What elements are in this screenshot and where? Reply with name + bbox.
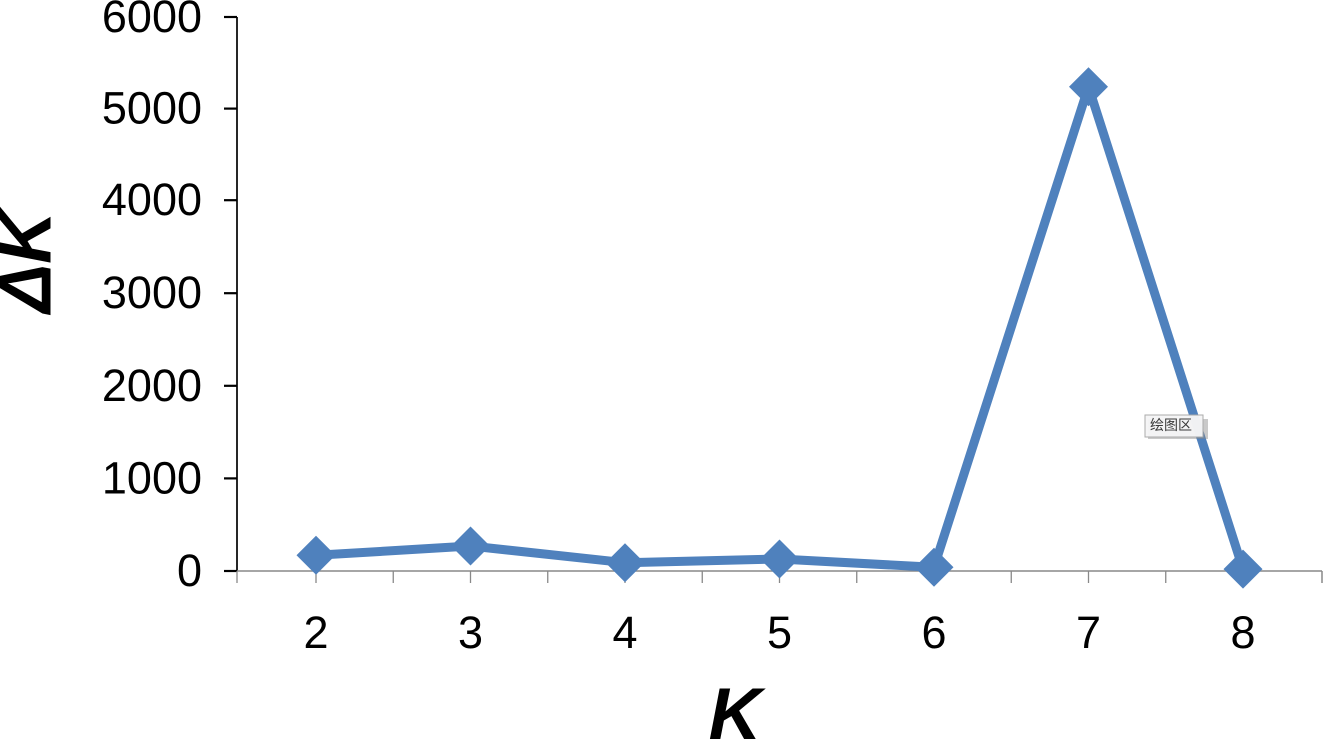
svg-text:5: 5 xyxy=(767,607,792,658)
svg-text:4: 4 xyxy=(612,607,637,658)
svg-text:4000: 4000 xyxy=(102,174,202,225)
svg-text:8: 8 xyxy=(1230,607,1255,658)
svg-text:7: 7 xyxy=(1076,607,1101,658)
svg-text:1000: 1000 xyxy=(102,452,202,503)
svg-text:3000: 3000 xyxy=(102,267,202,318)
svg-text:5000: 5000 xyxy=(102,83,202,134)
svg-text:ΔK: ΔK xyxy=(0,206,67,316)
svg-text:3: 3 xyxy=(458,607,483,658)
svg-text:0: 0 xyxy=(177,545,202,596)
svg-text:6: 6 xyxy=(921,607,946,658)
svg-text:绘图区: 绘图区 xyxy=(1150,417,1192,433)
svg-text:2000: 2000 xyxy=(102,360,202,411)
svg-text:2: 2 xyxy=(303,607,328,658)
svg-text:K: K xyxy=(709,674,767,741)
svg-text:6000: 6000 xyxy=(102,0,202,42)
